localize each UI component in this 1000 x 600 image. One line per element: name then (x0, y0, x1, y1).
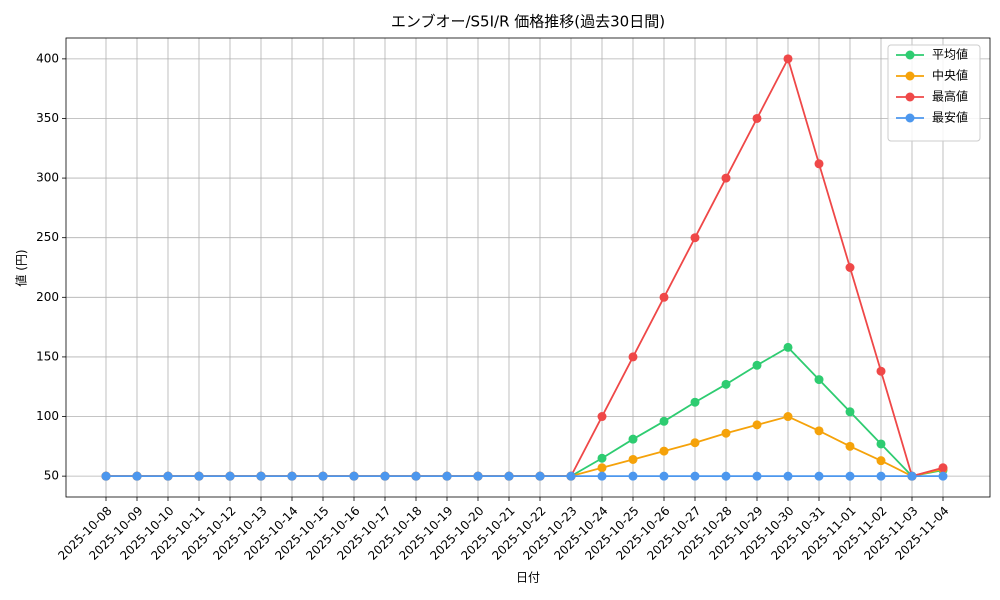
legend-label: 最高値 (932, 89, 968, 104)
data-point (628, 352, 638, 362)
data-point (814, 159, 824, 169)
data-point (690, 438, 700, 448)
legend-label: 中央値 (932, 68, 968, 83)
data-point (628, 454, 638, 464)
legend-marker (905, 113, 915, 123)
data-point (101, 471, 111, 481)
y-tick-label: 400 (36, 51, 59, 65)
data-point (659, 416, 669, 426)
data-point (876, 456, 886, 466)
data-point (597, 471, 607, 481)
data-point (628, 434, 638, 444)
y-axis-label: 値 (円) (14, 249, 29, 286)
legend-label: 平均値 (932, 47, 968, 62)
data-point (752, 113, 762, 123)
data-point (690, 471, 700, 481)
data-point (876, 439, 886, 449)
data-point (845, 441, 855, 451)
y-tick-label: 50 (44, 469, 59, 483)
chart-title: エンブオー/S5I/R 価格推移(過去30日間) (391, 13, 665, 31)
y-tick-label: 350 (36, 111, 59, 125)
data-point (380, 471, 390, 481)
y-tick-label: 250 (36, 230, 59, 244)
data-point (659, 471, 669, 481)
data-point (132, 471, 142, 481)
plot-frame (65, 37, 991, 498)
data-point (845, 471, 855, 481)
data-point (814, 375, 824, 385)
data-point (752, 360, 762, 370)
data-point (628, 471, 638, 481)
data-point (225, 471, 235, 481)
data-point (597, 453, 607, 463)
y-tick-label: 100 (36, 409, 59, 423)
series-line (106, 346, 944, 478)
data-point (690, 233, 700, 243)
x-axis-label: 日付 (516, 571, 540, 585)
data-point (938, 471, 948, 481)
data-point (659, 446, 669, 456)
legend-marker (905, 71, 915, 81)
series-line (106, 56, 944, 478)
data-point (752, 471, 762, 481)
data-point (814, 426, 824, 436)
data-point (442, 471, 452, 481)
data-point (783, 412, 793, 422)
data-point (938, 463, 948, 473)
data-point (163, 471, 173, 481)
data-point (845, 263, 855, 272)
data-point (845, 407, 855, 417)
data-point (349, 471, 359, 481)
series-line (106, 415, 944, 478)
data-point (783, 54, 793, 64)
data-point (566, 471, 576, 481)
y-tick-label: 300 (36, 171, 59, 185)
data-point (318, 471, 328, 481)
data-point (876, 471, 886, 481)
data-point (504, 471, 514, 481)
data-point (287, 471, 297, 481)
data-point (535, 471, 545, 481)
data-point (597, 463, 607, 473)
data-point (690, 397, 700, 407)
data-point (721, 379, 731, 389)
data-point (411, 471, 421, 481)
y-tick-label: 200 (36, 290, 59, 304)
data-point (721, 428, 731, 438)
data-point (783, 342, 793, 352)
data-point (907, 471, 917, 481)
data-point (473, 471, 483, 481)
data-point (752, 420, 762, 430)
data-point (194, 471, 204, 481)
legend-label: 最安値 (932, 110, 968, 125)
legend-marker (905, 92, 915, 102)
data-point (721, 471, 731, 481)
data-point (721, 173, 731, 183)
data-point (256, 471, 266, 481)
data-point (814, 471, 824, 481)
y-tick-label: 150 (36, 349, 59, 363)
data-point (876, 366, 886, 376)
data-point (659, 292, 669, 302)
data-point (783, 471, 793, 481)
data-point (597, 412, 607, 422)
legend-marker (905, 50, 915, 60)
